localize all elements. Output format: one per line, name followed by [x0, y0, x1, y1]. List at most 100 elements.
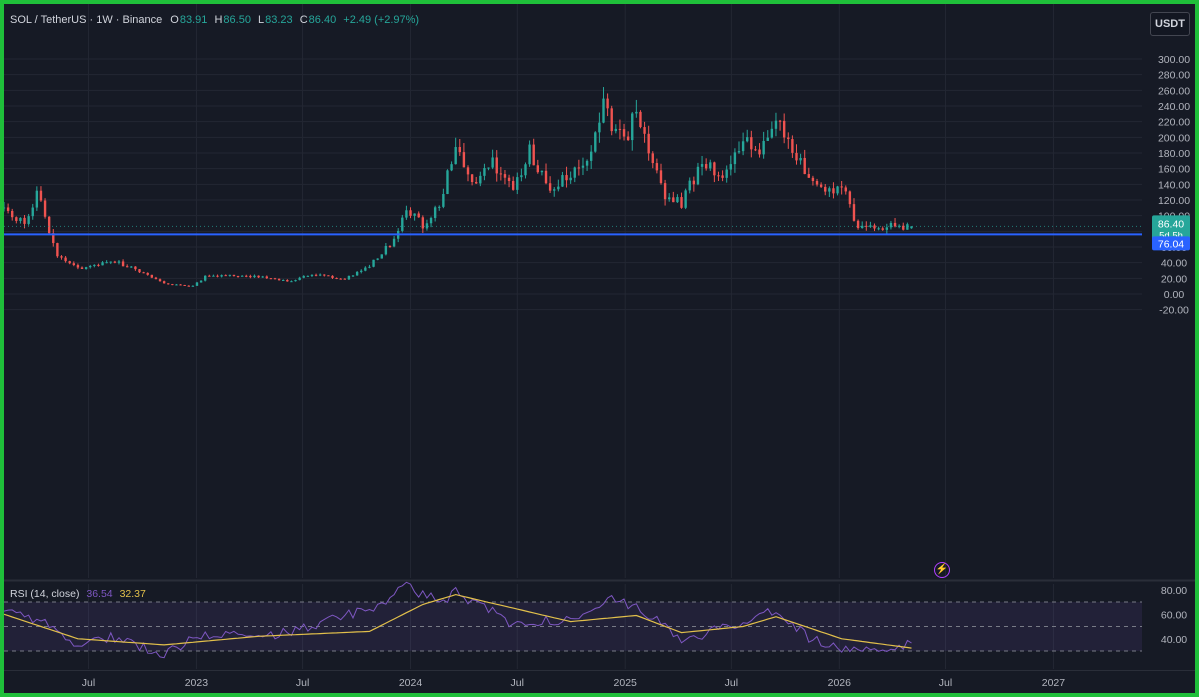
candle-body [631, 113, 634, 141]
candle-body [635, 111, 638, 114]
candle-body [318, 274, 322, 276]
candle-body [577, 167, 581, 169]
candle-body [721, 175, 724, 178]
candle-body [589, 151, 593, 161]
x-tick-label: 2026 [828, 677, 852, 689]
candle-body [405, 210, 408, 218]
candle-body [598, 122, 601, 133]
candle-body [491, 157, 494, 168]
x-tick-label: Jul [939, 677, 952, 689]
candle-body [750, 137, 753, 150]
candle-body [655, 163, 659, 171]
candle-body [672, 197, 675, 203]
low-label: L [258, 14, 265, 26]
chart-window: Jul 2023 Jul 2024 Jul 2025 Jul 2026 Jul 2027 300.0… [4, 4, 1195, 693]
candle-body [384, 245, 388, 255]
open-value: 83.91 [179, 14, 208, 26]
candle-body [758, 149, 761, 155]
candle-body [401, 217, 404, 231]
candle-body [877, 228, 880, 230]
candle-body [216, 275, 219, 277]
candle-body [470, 174, 474, 183]
candle-body [417, 213, 420, 218]
rsi-tick-label: 40.00 [1161, 634, 1187, 646]
candle-body [902, 225, 905, 230]
candle-body [351, 275, 355, 277]
candle-body [668, 197, 671, 200]
candle-body [725, 169, 728, 178]
candle-body [844, 187, 847, 192]
y-tick-label: 180.00 [1158, 148, 1190, 160]
last-price-value: 86.40 [1158, 218, 1184, 230]
candle-body [413, 213, 416, 216]
candle-body [503, 174, 507, 178]
currency-button[interactable]: USDT [1150, 12, 1190, 36]
y-tick-label: 20.00 [1161, 273, 1187, 285]
candle-body [610, 108, 613, 132]
y-tick-label: -20.00 [1159, 305, 1189, 317]
candle-body [236, 275, 240, 277]
candle-body [4, 207, 6, 209]
candle-body [355, 271, 359, 276]
candle-body [80, 267, 84, 269]
candle-body [807, 174, 811, 178]
candle-body [199, 280, 203, 283]
candle-body [528, 144, 531, 165]
candle-body [43, 200, 47, 217]
candle-body [11, 210, 14, 218]
candle-body [187, 285, 190, 287]
candle-body [47, 216, 51, 234]
x-tick-label: 2027 [1042, 677, 1066, 689]
rsi-label[interactable]: RSI (14, close) [10, 588, 80, 600]
candle-body [713, 162, 716, 176]
candle-body [56, 243, 59, 257]
symbol-title[interactable]: SOL / TetherUS · 1W · Binance [10, 14, 163, 26]
candle-body [253, 275, 256, 278]
candle-body [228, 274, 232, 276]
level-tag-value: 76.04 [1158, 238, 1184, 250]
candle-body [540, 170, 544, 173]
candle-body [68, 261, 71, 264]
chart-canvas[interactable]: Jul 2023 Jul 2024 Jul 2025 Jul 2026 Jul 2027 300.0… [4, 4, 1195, 693]
candle-body [766, 137, 769, 141]
candle-body [450, 164, 453, 171]
y-tick-label: 0.00 [1164, 289, 1185, 301]
candle-body [565, 175, 568, 181]
last-price-tag [1152, 215, 1190, 242]
candle-body [224, 275, 227, 277]
candle-body [19, 217, 22, 221]
candle-body [162, 281, 166, 284]
candle-body [762, 140, 765, 155]
candle-body [860, 225, 864, 228]
candle-body [803, 157, 806, 175]
rsi-tick-label: 80.00 [1161, 585, 1187, 597]
candle-body [626, 136, 630, 141]
candle-body [130, 266, 133, 268]
candle-body [27, 216, 30, 224]
candle-body [220, 275, 223, 277]
rsi-legend: RSI (14, close) 36.54 32.37 [10, 588, 146, 600]
candle-body [569, 177, 572, 181]
candle-body [733, 152, 737, 165]
candle-body [495, 157, 498, 174]
candle-body [23, 217, 26, 224]
candle-body [684, 190, 687, 208]
candle-body [511, 181, 515, 190]
candle-body [245, 275, 248, 277]
candle-body [360, 270, 363, 272]
close-label: C [299, 14, 308, 26]
candle-body [458, 147, 461, 153]
candle-body [791, 139, 794, 153]
candle-body [76, 265, 80, 268]
candle-body [364, 267, 367, 271]
candle-body [717, 175, 720, 177]
close-value: 86.40 [308, 14, 337, 26]
candle-body [852, 204, 856, 221]
candle-body [643, 127, 646, 134]
candle-body [618, 128, 622, 130]
candle-body [167, 283, 170, 285]
candle-body [331, 275, 334, 278]
lightning-icon[interactable]: ⚡ [934, 562, 950, 578]
candle-body [516, 177, 519, 190]
y-tick-label: 260.00 [1158, 85, 1190, 97]
